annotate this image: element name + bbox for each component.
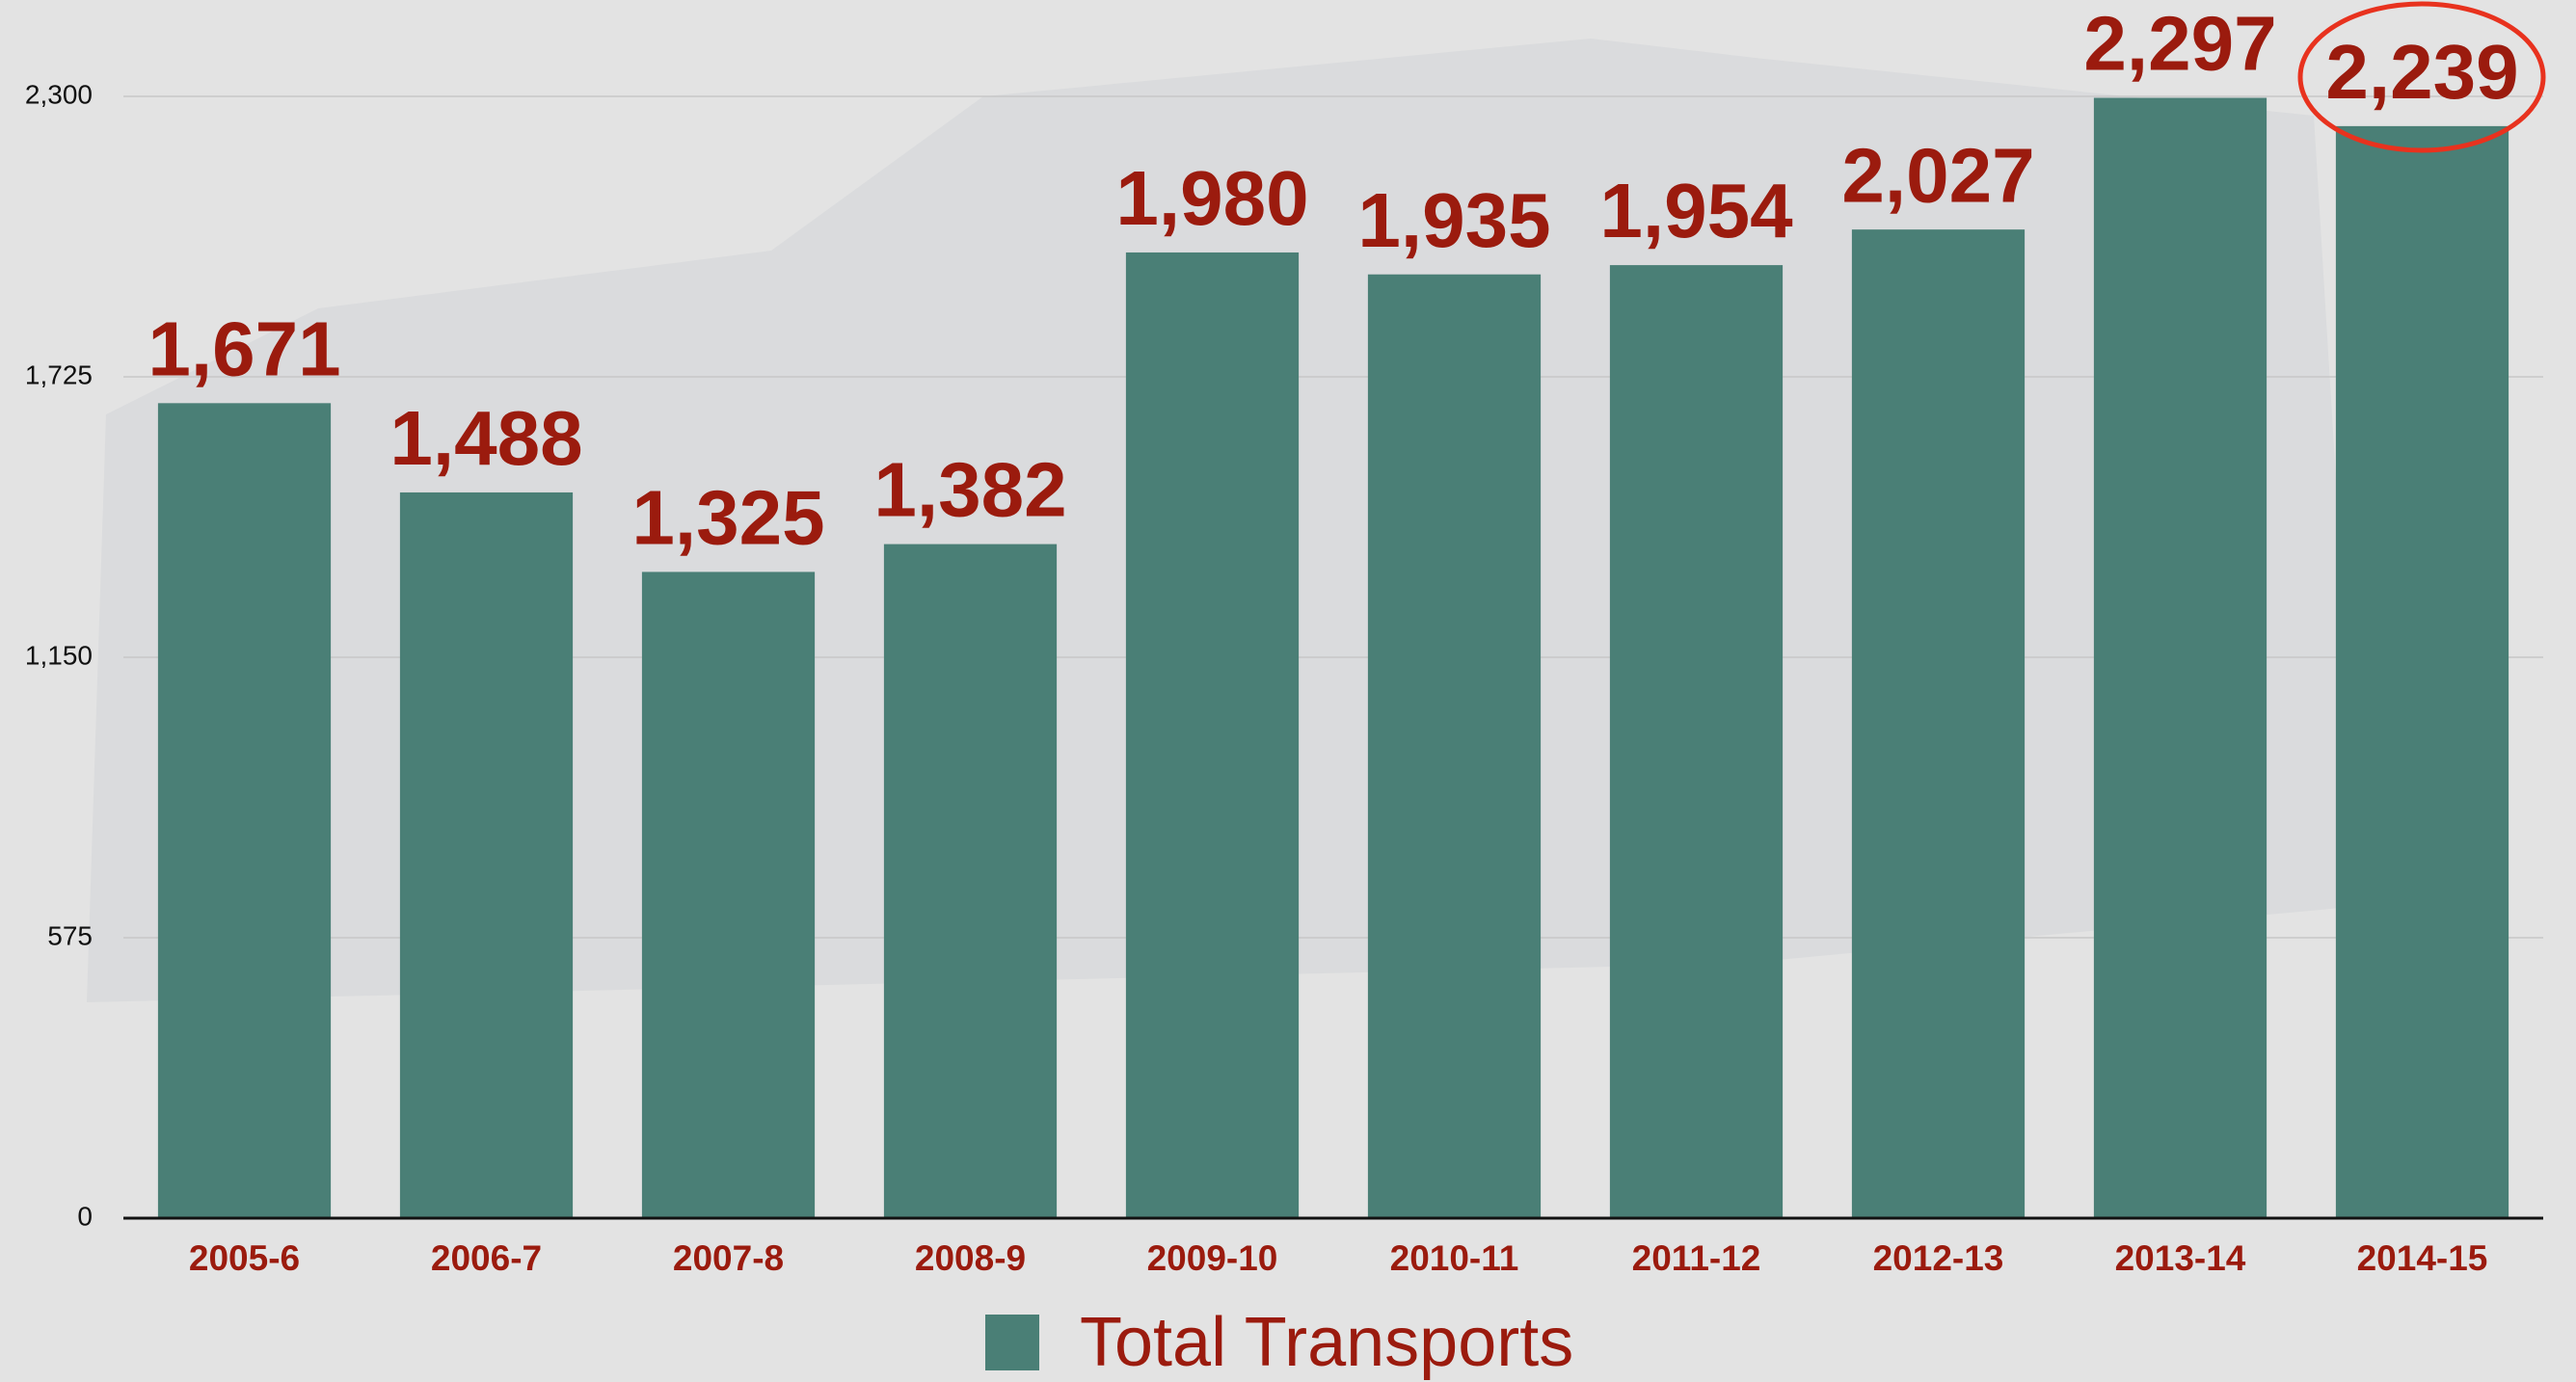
value-label: 2,239 <box>2325 29 2518 115</box>
y-tick-label: 0 <box>77 1201 93 1231</box>
value-label: 1,935 <box>1357 177 1550 263</box>
bar <box>1126 252 1299 1218</box>
value-label: 2,027 <box>1841 132 2034 218</box>
bar <box>884 545 1057 1218</box>
x-tick-label: 2013-14 <box>2115 1238 2246 1278</box>
x-tick-label: 2008-9 <box>915 1238 1026 1278</box>
value-label: 1,671 <box>148 306 340 391</box>
y-tick-label: 1,150 <box>25 640 93 670</box>
x-tick-label: 2007-8 <box>673 1238 784 1278</box>
chart: 0 575 1,150 1,725 2,300 2005-6 1,671 2006-7 1,48… <box>0 0 2576 1382</box>
y-tick-label: 2,300 <box>25 79 93 109</box>
value-label: 1,954 <box>1599 168 1793 253</box>
x-tick-label: 2005-6 <box>189 1238 300 1278</box>
x-tick-label: 2014-15 <box>2357 1238 2488 1278</box>
bar <box>1368 275 1541 1218</box>
legend-swatch <box>985 1315 1039 1370</box>
x-tick-label: 2006-7 <box>431 1238 542 1278</box>
page: {"chart_data": { "type": "bar", "categor… <box>0 0 2576 1382</box>
x-tick-label: 2011-12 <box>1632 1238 1761 1278</box>
value-label: 1,325 <box>631 475 824 561</box>
bar <box>1610 265 1783 1218</box>
bar <box>158 403 331 1218</box>
value-label: 1,980 <box>1115 155 1308 241</box>
x-tick-label: 2010-11 <box>1390 1238 1519 1278</box>
y-tick-label: 575 <box>47 920 93 950</box>
y-tick-label: 1,725 <box>25 359 93 389</box>
bar <box>400 492 573 1218</box>
value-label: 2,297 <box>2083 1 2276 87</box>
bar <box>1852 229 2025 1218</box>
bar <box>2094 98 2267 1218</box>
value-label: 1,382 <box>873 447 1066 533</box>
bar <box>2336 126 2509 1218</box>
value-label: 1,488 <box>389 395 582 481</box>
bar <box>642 571 815 1218</box>
legend-label: Total Transports <box>1080 1304 1573 1381</box>
x-tick-label: 2009-10 <box>1147 1238 1278 1278</box>
x-tick-label: 2012-13 <box>1873 1238 2004 1278</box>
